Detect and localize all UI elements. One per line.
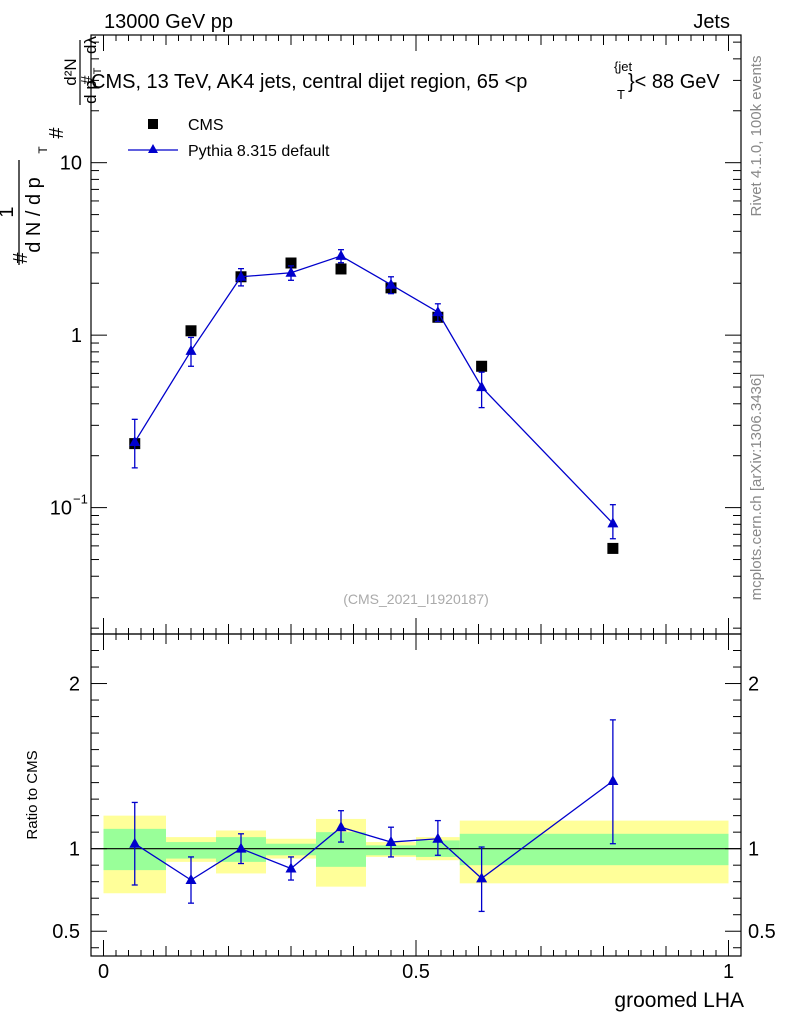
x-tick-label: 0.5 — [402, 961, 430, 983]
cms-point — [285, 257, 297, 269]
ratio-ylabel: Ratio to CMS — [24, 750, 41, 839]
ratio-panel: 0 0.5 1 0.5 0.5 1 1 2 2 — [52, 633, 776, 983]
ylabel-hash-2: # — [46, 127, 68, 139]
pythia-point — [235, 270, 247, 281]
ylabel-d2n: d²N — [61, 58, 80, 85]
pythia-point — [385, 278, 397, 289]
ratio-y-tick-label: 2 — [69, 674, 80, 696]
pythia-point — [285, 266, 297, 277]
pythia-point — [476, 381, 488, 392]
rivet-label: Rivet 4.1.0, 100k events — [748, 56, 765, 217]
mcplots-label: mcplots.cern.ch [arXiv:1306.3436] — [748, 374, 765, 601]
pythia-line — [134, 255, 614, 524]
chart-title-sup: {jet — [614, 59, 632, 74]
ratio-pythia-point — [476, 872, 488, 883]
pythia-point — [335, 249, 347, 260]
main-y-tick-exponent: −1 — [73, 492, 88, 507]
ratio-y-tick-label-right: 2 — [748, 674, 759, 696]
ratio-pythia-point — [432, 832, 444, 843]
analysis-type-label: Jets — [693, 11, 730, 33]
cms-point — [185, 325, 197, 337]
ylabel-dn-dpt: d N / d p — [23, 177, 45, 253]
ylabel-hash-1: # — [10, 252, 32, 264]
pythia-point — [432, 306, 444, 317]
ratio-y-tick-label-right: 1 — [748, 839, 759, 861]
ratio-pythia-point — [385, 836, 397, 847]
ylabel-t-sub-2: T — [92, 67, 104, 74]
pythia-point — [185, 344, 197, 355]
ratio-pythia-point — [185, 874, 197, 885]
legend-cms-label: CMS — [188, 117, 224, 134]
main-y-tick-label: 1 — [71, 325, 82, 347]
cms-point — [335, 263, 347, 275]
ratio-band-inner-3 — [266, 843, 316, 856]
ratio-pythia-point — [235, 842, 247, 853]
legend-pythia-label: Pythia 8.315 default — [188, 143, 330, 160]
chart-title-main: CMS, 13 TeV, AK4 jets, central dijet reg… — [91, 71, 527, 93]
chart-title-sub: T — [617, 87, 625, 102]
ylabel-t-sub-1: T — [36, 146, 50, 154]
ylabel-hash-3: # — [79, 75, 96, 84]
ratio-band-inner-7 — [459, 833, 729, 866]
main-y-tick-label: 10 — [50, 498, 72, 520]
cms-point — [607, 542, 619, 554]
chart-title: CMS, 13 TeV, AK4 jets, central dijet reg… — [91, 59, 720, 102]
main-ylabel: # 1 d N / d p T # d²N d p T dλ # — [0, 36, 104, 265]
pythia-point — [129, 436, 141, 447]
legend-cms-marker — [148, 119, 158, 129]
legend-pythia-marker — [148, 144, 158, 153]
analysis-watermark: (CMS_2021_I1920187) — [343, 591, 489, 607]
x-tick-label: 1 — [723, 961, 734, 983]
x-tick-label: 0 — [98, 961, 109, 983]
ratio-y-tick-label-right: 0.5 — [748, 921, 776, 943]
x-axis-label: groomed LHA — [614, 989, 744, 1012]
legend: CMS Pythia 8.315 default — [128, 117, 330, 160]
pythia-point — [607, 517, 619, 528]
collision-label: 13000 GeV pp — [104, 11, 233, 33]
cms-point — [476, 360, 488, 372]
ratio-band-inner-1 — [166, 842, 216, 859]
ratio-pythia-point — [285, 862, 297, 873]
ratio-frame — [90, 633, 742, 957]
main-y-tick-label: 10 — [60, 153, 82, 175]
ratio-y-tick-label: 1 — [69, 839, 80, 861]
ylabel-one: 1 — [0, 206, 18, 217]
ratio-pythia-point — [335, 821, 347, 832]
ratio-pythia-point — [129, 837, 141, 848]
ratio-pythia-point — [607, 774, 619, 785]
ratio-y-tick-label: 0.5 — [52, 921, 80, 943]
chart-title-end: }< 88 GeV — [628, 71, 720, 93]
